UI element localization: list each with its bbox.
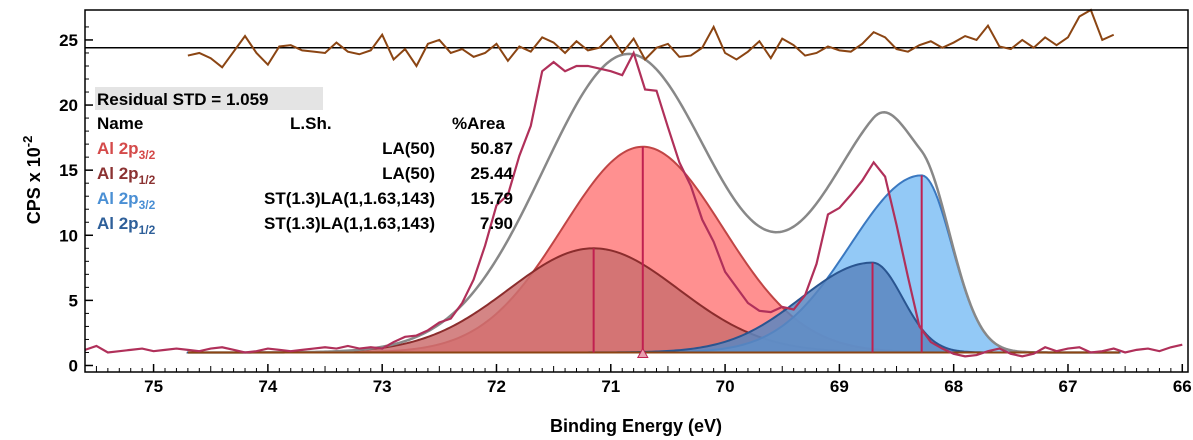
y-axis-title-main: CPS x 10: [24, 147, 44, 224]
y-tick-label: 0: [69, 356, 78, 375]
y-tick-label: 15: [59, 161, 78, 180]
legend-name-subscript: 1/2: [139, 223, 156, 237]
residual-curve: [187, 8, 1115, 69]
legend-component-name: Al 2p3/2: [97, 139, 156, 162]
legend-component-lineshape: ST(1.3)LA(1,1.63,143): [264, 189, 435, 208]
residual-std-label: Residual STD = 1.059: [97, 90, 269, 109]
legend-component-lineshape: LA(50): [382, 164, 435, 183]
x-tick-label: 69: [830, 377, 849, 396]
legend-name-text: Al 2p: [97, 189, 139, 208]
legend-name-subscript: 1/2: [139, 173, 156, 187]
x-tick-label: 75: [144, 377, 163, 396]
legend-name-text: Al 2p: [97, 139, 139, 158]
legend-name-subscript: 3/2: [139, 198, 156, 212]
legend-component-area: 25.44: [470, 164, 513, 183]
x-tick-label: 72: [487, 377, 506, 396]
x-tick-label: 66: [1173, 377, 1192, 396]
legend-name-text: Al 2p: [97, 164, 139, 183]
y-tick-label: 5: [69, 291, 78, 310]
plot-area: [84, 8, 1188, 358]
x-tick-label: 71: [601, 377, 620, 396]
legend-component-area: 7.90: [480, 214, 513, 233]
x-tick-label: 68: [944, 377, 963, 396]
legend: Residual STD = 1.059 Name L.Sh. %Area Al…: [95, 87, 514, 237]
envelope-curve: [187, 52, 1120, 354]
legend-header-name: Name: [97, 114, 143, 133]
y-tick-label: 10: [59, 226, 78, 245]
legend-header-lineshape: L.Sh.: [290, 114, 332, 133]
x-tick-label: 70: [716, 377, 735, 396]
legend-component-area: 50.87: [470, 139, 513, 158]
legend-component-name: Al 2p3/2: [97, 189, 156, 212]
legend-name-subscript: 3/2: [139, 148, 156, 162]
x-axis-title: Binding Energy (eV): [550, 416, 722, 436]
legend-component-name: Al 2p1/2: [97, 164, 156, 187]
legend-component-area: 15.79: [470, 189, 513, 208]
x-tick-label: 67: [1059, 377, 1078, 396]
y-tick-label: 20: [59, 96, 78, 115]
x-tick-label: 74: [258, 377, 277, 396]
residual-label-box: [95, 87, 323, 110]
legend-name-text: Al 2p: [97, 214, 139, 233]
peak-position-marker: [636, 347, 649, 358]
raw-data-curve: [84, 50, 1183, 358]
plot-frame: [84, 9, 1189, 373]
legend-component-name: Al 2p1/2: [97, 214, 156, 237]
legend-component-lineshape: LA(50): [382, 139, 435, 158]
legend-header-area: %Area: [452, 114, 505, 133]
axes: 0 5 10 15 20 25 75 74 73 72 71 70 69 68 67 66: [59, 9, 1192, 396]
y-tick-label: 25: [59, 31, 78, 50]
legend-component-lineshape: ST(1.3)LA(1,1.63,143): [264, 214, 435, 233]
y-axis-title: CPS x 10-2: [20, 136, 44, 225]
x-tick-label: 73: [373, 377, 392, 396]
y-axis-title-exponent: -2: [20, 136, 35, 148]
svg-text:CPS x 10-2: CPS x 10-2: [20, 136, 44, 225]
